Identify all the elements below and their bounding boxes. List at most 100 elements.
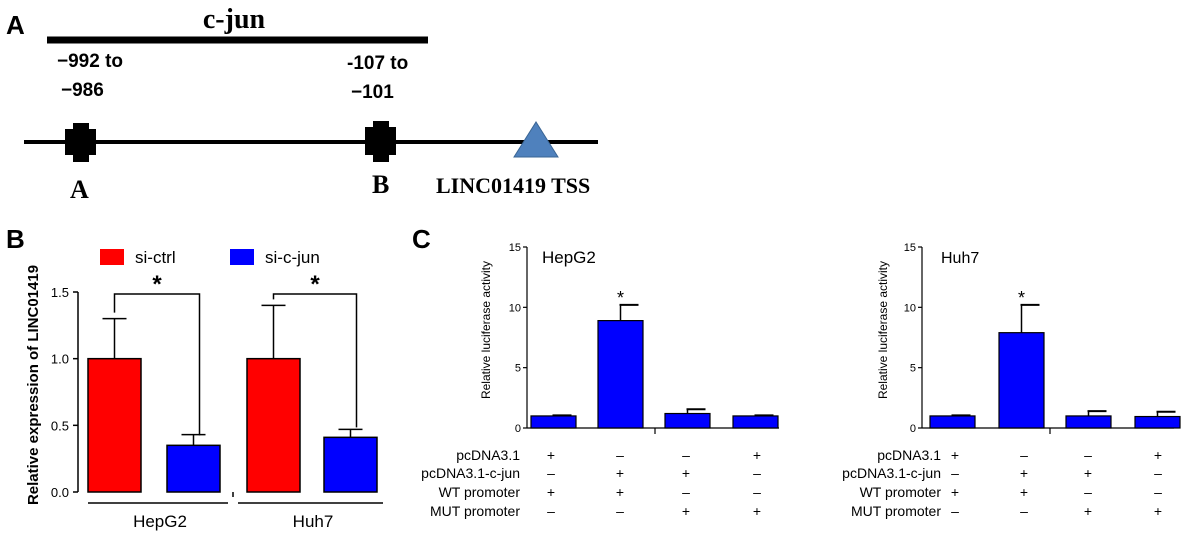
panel-c-bar — [732, 415, 779, 429]
panel-c-condition-mark: – — [1084, 484, 1092, 500]
panel-c-condition-mark: + — [547, 484, 555, 500]
site-a-range-line2: −986 — [61, 80, 104, 101]
panel-c-ytick-label: 5 — [910, 363, 916, 375]
panel-c-bar — [1134, 415, 1181, 429]
panel-c-condition-mark: + — [616, 484, 624, 500]
panel-c-condition-mark: + — [951, 484, 959, 500]
panel-c-ytick-label: 0 — [910, 423, 916, 435]
panel-c-condition-mark: – — [682, 447, 690, 463]
panel-c-bar — [664, 412, 711, 429]
panel-c-condition-mark: + — [1020, 484, 1028, 500]
panel-c-condition-mark: – — [1084, 447, 1092, 463]
panel-b-ytick-label: 1.5 — [51, 285, 69, 300]
panel-c-condition-mark: – — [616, 447, 624, 463]
panel-c-condition-label: pcDNA3.1-c-jun — [842, 465, 941, 481]
panel-c-letter: C — [412, 224, 431, 254]
binding-site-b-marker — [365, 121, 396, 162]
panel-c-condition-mark: – — [753, 465, 761, 481]
binding-site-a-marker — [65, 123, 96, 162]
panel-c-condition-mark: + — [1154, 503, 1162, 519]
panel-c-ytick-label: 10 — [509, 302, 521, 314]
panel-c-significance-star: * — [1018, 288, 1025, 308]
site-b-range-line2: −101 — [351, 82, 394, 103]
panel-b-legend: si-ctrl si-c-jun — [100, 248, 320, 267]
panel-c-condition-mark: – — [951, 503, 959, 519]
panel-c-condition-mark: – — [682, 484, 690, 500]
panel-b: B Relative expression of LINC01419 si-ct… — [6, 224, 383, 531]
panel-b-significance-star: * — [310, 271, 320, 298]
panel-b-bar — [323, 436, 378, 493]
panel-b-bar — [166, 444, 221, 493]
panel-b-category-huh7: Huh7 — [293, 512, 334, 531]
panel-b-letter: B — [6, 224, 25, 254]
panel-b-ytick-label: 1.0 — [51, 352, 69, 367]
panel-c-hepg2-title: HepG2 — [542, 248, 596, 267]
panel-c-condition-mark: + — [1084, 503, 1092, 519]
panel-b-significance-bracket — [113, 293, 201, 436]
panel-b-ylabel: Relative expression of LINC01419 — [25, 265, 42, 505]
panel-b-ytick-label: 0.0 — [51, 485, 69, 500]
panel-c-huh7-title: Huh7 — [941, 250, 979, 267]
panel-c-bar — [998, 332, 1045, 429]
panel-c-condition-mark: + — [682, 503, 690, 519]
site-a-range-line1: −992 to — [57, 51, 123, 72]
panel-b-bar — [87, 357, 142, 493]
panel-c-condition-mark: – — [1154, 465, 1162, 481]
legend-label-si-ctrl: si-ctrl — [135, 248, 176, 267]
site-b-label: B — [372, 170, 389, 199]
panel-c-condition-mark: + — [1154, 447, 1162, 463]
panel-c-condition-mark: – — [1020, 447, 1028, 463]
panel-a-letter: A — [6, 10, 25, 40]
panel-c-condition-mark: + — [616, 465, 624, 481]
panel-c-condition-mark: – — [1020, 503, 1028, 519]
panel-c-ytick-label: 10 — [904, 302, 916, 314]
tss-label: LINC01419 TSS — [436, 173, 590, 198]
panel-c-condition-mark: + — [547, 447, 555, 463]
panel-b-significance-bracket — [272, 293, 358, 428]
site-a-label: A — [70, 175, 89, 204]
panel-b-category-hepg2: HepG2 — [133, 512, 187, 531]
legend-label-si-c-jun: si-c-jun — [265, 248, 320, 267]
panel-b-significance-star: * — [152, 271, 162, 298]
panel-c: C HepG2 Huh7 Relative luciferase activit… — [412, 224, 1181, 519]
panel-c-bar — [929, 415, 976, 429]
panel-c-hepg2-ylabel: Relative luciferase activity — [479, 261, 493, 399]
panel-a: A c-jun −992 to −986 -107 to −101 A B LI… — [6, 4, 598, 204]
panel-c-condition-mark: + — [1020, 465, 1028, 481]
panel-c-bar — [597, 320, 644, 429]
panel-c-bar — [1065, 415, 1112, 429]
panel-c-significance-star: * — [617, 288, 624, 308]
legend-swatch-si-ctrl — [100, 249, 124, 265]
panel-c-condition-mark: – — [753, 484, 761, 500]
panel-c-condition-label: pcDNA3.1 — [456, 447, 520, 463]
panel-c-condition-mark: – — [1154, 484, 1162, 500]
panel-c-condition-label: WT promoter — [439, 484, 521, 500]
panel-c-condition-mark: + — [1084, 465, 1092, 481]
panel-c-condition-mark: – — [951, 465, 959, 481]
panel-c-condition-mark: – — [547, 465, 555, 481]
gene-label: c-jun — [203, 4, 266, 35]
panel-c-ytick-label: 15 — [509, 242, 521, 254]
panel-c-ytick-label: 0 — [515, 423, 521, 435]
panel-c-condition-mark: + — [682, 465, 690, 481]
panel-c-condition-mark: + — [753, 447, 761, 463]
panel-c-condition-label: pcDNA3.1-c-jun — [421, 465, 520, 481]
panel-c-condition-mark: – — [547, 503, 555, 519]
panel-c-condition-mark: + — [951, 447, 959, 463]
panel-c-condition-label: MUT promoter — [430, 503, 520, 519]
panel-c-ytick-label: 5 — [515, 363, 521, 375]
panel-c-condition-label: WT promoter — [860, 484, 942, 500]
panel-b-bar — [246, 357, 301, 493]
panel-c-condition-mark: – — [616, 503, 624, 519]
legend-swatch-si-c-jun — [230, 249, 254, 265]
panel-c-ytick-label: 15 — [904, 242, 916, 254]
panel-c-condition-label: MUT promoter — [851, 503, 941, 519]
panel-c-condition-label: pcDNA3.1 — [877, 447, 941, 463]
panel-b-ytick-label: 0.5 — [51, 418, 69, 433]
panel-c-huh7-ylabel: Relative luciferase activity — [876, 261, 890, 399]
panel-c-condition-mark: + — [753, 503, 761, 519]
tss-triangle-icon — [513, 121, 559, 158]
panel-c-bar — [530, 415, 577, 429]
site-b-range-line1: -107 to — [347, 53, 408, 74]
